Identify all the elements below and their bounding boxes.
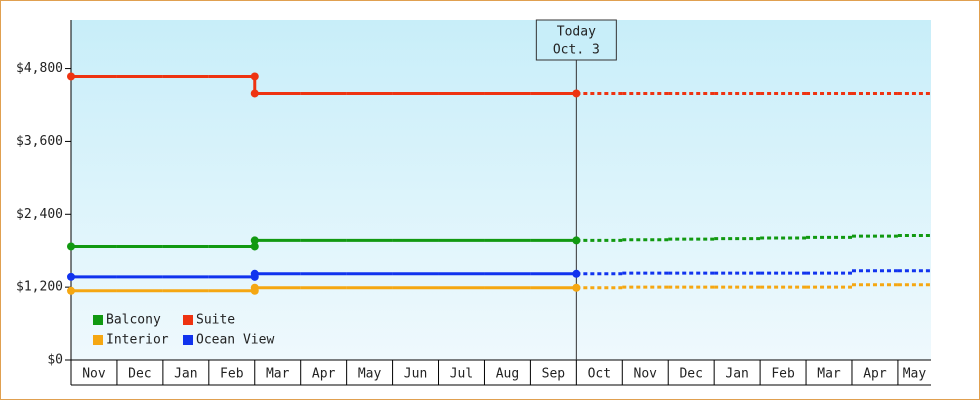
x-tick-label: Jan: [725, 367, 748, 382]
x-tick-label: Nov: [634, 367, 658, 382]
point: [572, 283, 581, 292]
point: [250, 89, 259, 98]
point: [572, 89, 581, 98]
x-tick-label: Mar: [266, 367, 290, 382]
today-label: Oct. 3: [553, 43, 600, 58]
y-tick-label: $1,200: [16, 280, 63, 295]
legend-label: Interior: [106, 333, 169, 348]
point: [250, 236, 259, 245]
x-tick-label: Dec: [679, 367, 702, 382]
legend-swatch: [93, 335, 103, 345]
x-tick-label: Jul: [450, 367, 473, 382]
x-tick-label: Apr: [863, 367, 887, 382]
y-tick-label: $0: [47, 353, 63, 368]
plot-area: [71, 20, 931, 360]
x-tick-label: Apr: [312, 367, 336, 382]
x-tick-label: Feb: [220, 367, 244, 382]
point: [67, 72, 75, 81]
point: [67, 272, 75, 281]
legend-label: Suite: [196, 313, 235, 328]
legend-label: Ocean View: [196, 333, 274, 348]
x-tick-label: Dec: [128, 367, 151, 382]
y-tick-label: $2,400: [16, 207, 63, 222]
point: [250, 283, 259, 292]
point: [67, 286, 75, 295]
today-box: [535, 19, 617, 61]
point: [250, 269, 259, 278]
x-tick-label: May: [903, 367, 927, 382]
legend-swatch: [183, 315, 193, 325]
today-label: Today: [557, 25, 596, 40]
legend-label: Balcony: [106, 313, 161, 328]
y-tick-label: $4,800: [16, 61, 63, 76]
x-tick-label: Oct: [588, 367, 611, 382]
point: [250, 72, 259, 81]
x-tick-label: Mar: [817, 367, 841, 382]
legend-swatch: [183, 335, 193, 345]
x-tick-label: Jun: [404, 367, 427, 382]
x-tick-label: May: [358, 367, 382, 382]
x-tick-label: Aug: [496, 367, 519, 382]
y-tick-label: $3,600: [16, 134, 63, 149]
legend-swatch: [93, 315, 103, 325]
point: [572, 236, 581, 245]
point: [250, 242, 259, 251]
point: [572, 269, 581, 278]
point: [67, 242, 75, 251]
x-tick-label: Sep: [542, 367, 566, 382]
x-tick-label: Jan: [174, 367, 197, 382]
x-tick-label: Nov: [82, 367, 106, 382]
x-tick-label: Feb: [771, 367, 795, 382]
